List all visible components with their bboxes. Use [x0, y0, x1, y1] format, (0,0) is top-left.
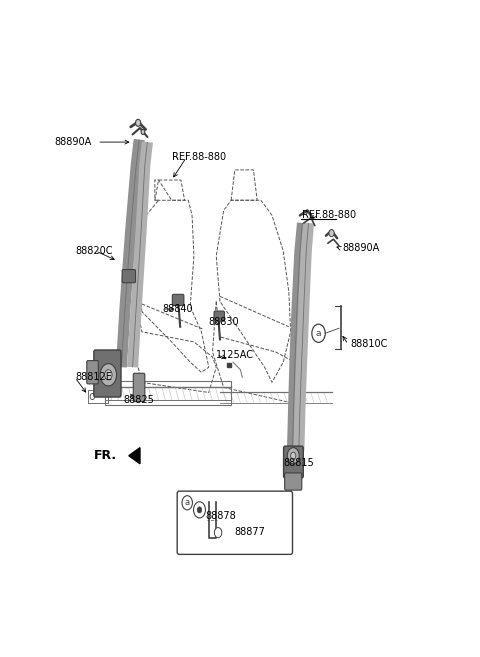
- FancyBboxPatch shape: [172, 294, 184, 306]
- Text: 88890A: 88890A: [343, 243, 380, 254]
- Text: 88877: 88877: [235, 527, 266, 537]
- FancyBboxPatch shape: [284, 446, 303, 478]
- Circle shape: [100, 364, 117, 386]
- Text: 88812E: 88812E: [75, 373, 112, 382]
- FancyBboxPatch shape: [133, 373, 145, 401]
- FancyBboxPatch shape: [94, 350, 121, 397]
- Text: 88830: 88830: [209, 317, 240, 327]
- Circle shape: [135, 120, 141, 126]
- Text: 88890A: 88890A: [54, 137, 92, 147]
- Circle shape: [105, 370, 112, 380]
- Circle shape: [215, 528, 222, 537]
- Text: 88810C: 88810C: [350, 340, 387, 350]
- FancyBboxPatch shape: [285, 473, 302, 490]
- Circle shape: [329, 229, 334, 237]
- Circle shape: [90, 394, 95, 399]
- Text: 88820C: 88820C: [75, 246, 112, 256]
- Circle shape: [288, 447, 299, 464]
- Text: 1125AC: 1125AC: [216, 350, 254, 359]
- Text: REF.88-880: REF.88-880: [172, 152, 226, 162]
- Text: REF.88-880: REF.88-880: [302, 210, 356, 221]
- Circle shape: [193, 502, 205, 518]
- Circle shape: [291, 452, 296, 459]
- Polygon shape: [129, 447, 140, 464]
- FancyBboxPatch shape: [177, 491, 292, 555]
- Circle shape: [141, 129, 145, 135]
- Text: a: a: [185, 498, 190, 507]
- Text: 88825: 88825: [123, 395, 154, 405]
- FancyBboxPatch shape: [87, 361, 98, 384]
- Text: 88840: 88840: [162, 304, 193, 314]
- Text: 88878: 88878: [205, 511, 236, 522]
- FancyBboxPatch shape: [122, 269, 135, 283]
- FancyBboxPatch shape: [214, 311, 225, 321]
- Text: 88815: 88815: [283, 459, 314, 468]
- Circle shape: [197, 507, 202, 513]
- Text: FR.: FR.: [94, 449, 117, 463]
- Text: a: a: [316, 328, 321, 338]
